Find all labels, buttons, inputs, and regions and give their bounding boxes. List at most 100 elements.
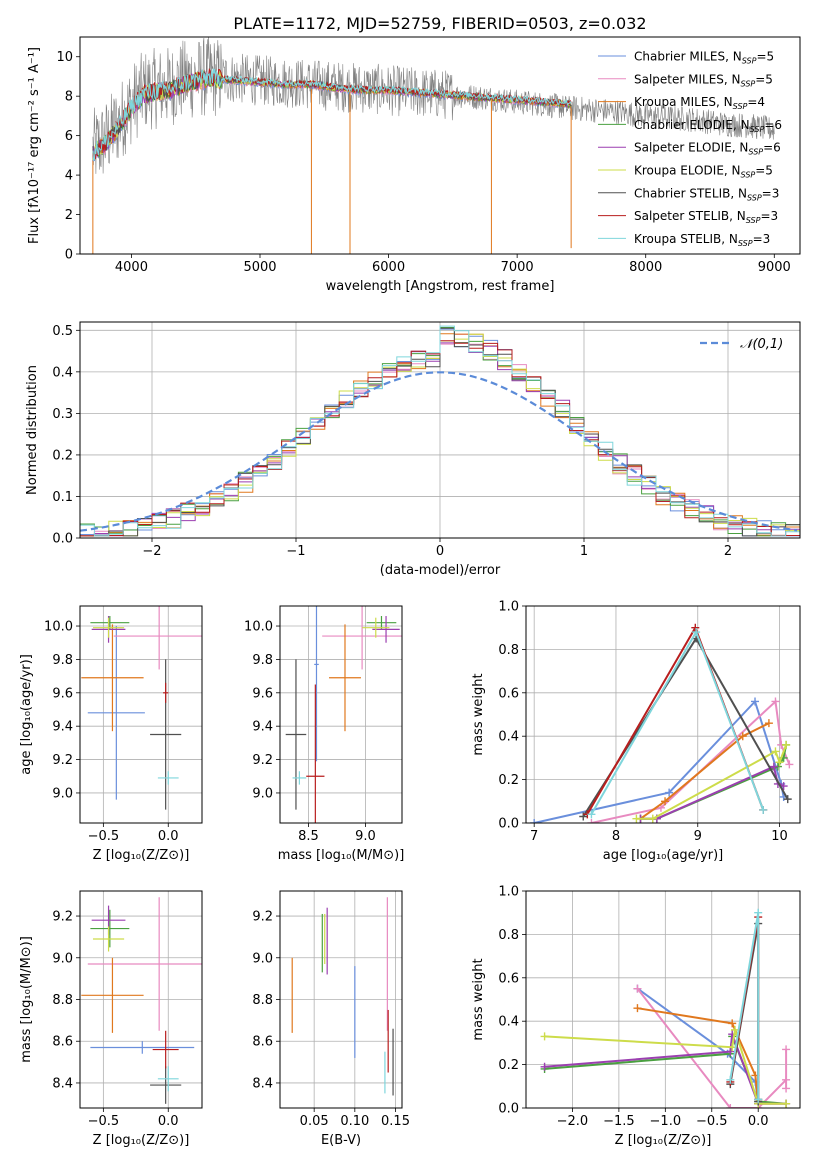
x-tick-label: 0.10 (340, 1114, 369, 1129)
weight-vs-metallicity-axes: −2.0 −1.5 −1.0 −0.5 0.0 0.0 0.2 0.4 0.6 0.8 1.0 Z [… (471, 885, 801, 1148)
x-tick-label: −2 (142, 544, 161, 559)
x-tick-label: 7 (530, 829, 538, 844)
y-tick-label: 9.4 (252, 720, 273, 735)
x-tick-label: −0.5 (88, 1114, 120, 1129)
y-tick-label: 0.8 (498, 643, 519, 658)
weight-line-kroupa-miles (637, 1007, 760, 1104)
y-tick-label: 4 (65, 169, 73, 184)
x-tick-label: 0.0 (158, 1114, 179, 1129)
x-axis-label: E(B-V) (321, 1133, 361, 1148)
y-tick-label: 8.8 (252, 993, 273, 1008)
x-tick-label: 0.15 (381, 1114, 410, 1129)
plot-area (285, 606, 402, 823)
y-tick-label: 9.0 (52, 786, 73, 801)
weight-marker-kroupa-elodie (632, 814, 641, 823)
x-axis-label: Z [log₁₀(Z/Z⊙)] (93, 1133, 190, 1148)
y-tick-label: 0.2 (498, 1058, 519, 1073)
y-tick-label: 0.4 (498, 730, 519, 745)
y-tick-label: 0.3 (52, 407, 73, 422)
data-spectrum (92, 37, 775, 174)
y-axis-label: mass weight (471, 673, 486, 755)
weight-marker-salpeter-stelib (691, 623, 700, 632)
weight-vs-age-axes: 7 8 9 10 0.0 0.2 0.4 0.6 0.8 1.0 age [log₁₀(age/yr… (471, 600, 801, 863)
axes-frame (279, 605, 403, 824)
axes-frame (79, 890, 203, 1109)
x-tick-label: −0.5 (696, 1114, 728, 1129)
weight-line-kroupa-miles (639, 722, 770, 820)
y-tick-label: 8.6 (52, 1035, 73, 1050)
y-tick-label: 8.4 (52, 1076, 73, 1091)
plot-area (80, 325, 800, 537)
x-axis-label: wavelength [Angstrom, rest frame] (326, 279, 555, 294)
spectrum-axes: 4000 5000 6000 7000 8000 9000 0 2 4 6 8 10 wavelengt… (27, 36, 801, 294)
weight-marker-chabrier-miles (751, 697, 760, 706)
legend-label-chabrier-stelib: Chabrier STELIB, NSSP=3 (634, 186, 779, 202)
weight-marker-chabrier-stelib (783, 795, 792, 804)
y-tick-label: 1.0 (498, 885, 519, 900)
mass-vs-extinction-axes: 0.05 0.10 0.15 8.4 8.6 8.8 9.0 9.2 E(B-V) (252, 890, 410, 1148)
residual-histogram-axes: −2 −1 0 1 2 0.0 0.1 0.2 0.3 0.4 0.5 (data-model)/er… (25, 321, 801, 578)
y-tick-label: 9.0 (252, 786, 273, 801)
y-tick-label: 8 (65, 90, 73, 105)
y-tick-label: 9.2 (52, 910, 73, 925)
y-axis-label: age [log₁₀(age/yr)] (19, 654, 34, 775)
y-tick-label: 9.0 (252, 951, 273, 966)
histogram-kroupa-stelib (80, 325, 800, 537)
weight-marker-chabrier-miles (530, 819, 539, 823)
y-tick-label: 0.0 (498, 817, 519, 832)
weight-marker-salpeter-miles (782, 1045, 791, 1054)
plot-area (92, 37, 775, 254)
weight-marker-chabrier-miles (665, 788, 674, 797)
legend-label-kroupa-miles: Kroupa MILES, NSSP=4 (634, 95, 765, 111)
y-axis-label: mass [log₁₀(M/M⊙)] (19, 936, 34, 1063)
x-tick-label: 9 (694, 829, 702, 844)
y-tick-label: 0.5 (52, 324, 73, 339)
weight-marker-kroupa-stelib (754, 1095, 763, 1104)
y-tick-label: 10.0 (244, 620, 273, 635)
weight-marker-kroupa-stelib (759, 805, 768, 814)
weight-marker-kroupa-stelib (587, 810, 596, 819)
y-axis-label: mass weight (471, 958, 486, 1040)
plot-area (540, 908, 791, 1108)
weight-marker-kroupa-elodie (782, 1099, 791, 1108)
normal-curve (80, 371, 798, 532)
legend-label-kroupa-stelib: Kroupa STELIB, NSSP=3 (634, 232, 770, 248)
plot-area (530, 623, 794, 823)
y-tick-label: 0.6 (498, 686, 519, 701)
x-axis-label: mass [log₁₀(M/M⊙)] (278, 848, 405, 863)
x-tick-label: 0.0 (158, 829, 179, 844)
x-axis-label: age [log₁₀(age/yr)] (603, 848, 724, 863)
x-tick-label: −1 (286, 544, 305, 559)
y-tick-label: 10 (56, 50, 73, 65)
y-tick-label: 2 (65, 208, 73, 223)
weight-marker-kroupa-miles (728, 1019, 737, 1028)
y-tick-label: 0.4 (498, 1015, 519, 1030)
y-tick-label: 0.4 (52, 365, 73, 380)
y-tick-label: 0.2 (52, 448, 73, 463)
x-axis-label: Z [log₁₀(Z/Z⊙)] (93, 848, 190, 863)
axes-frame (79, 321, 801, 539)
legend-label-salpeter-miles: Salpeter MILES, NSSP=5 (634, 72, 773, 88)
y-tick-label: 8.4 (252, 1076, 273, 1091)
spectrum-legend: Chabrier MILES, NSSP=5 Salpeter MILES, NS… (598, 50, 782, 248)
x-tick-label: 2 (724, 544, 732, 559)
x-tick-label: −2.0 (557, 1114, 589, 1129)
age-vs-metallicity-axes: −0.5 0.0 9.0 9.2 9.4 9.6 9.8 10.0 Z [log₁₀(Z/Z⊙)… (19, 605, 203, 863)
weight-marker-salpeter-miles (785, 760, 794, 769)
y-tick-label: 9.2 (252, 753, 273, 768)
x-tick-label: 0 (436, 544, 444, 559)
y-tick-label: 0.1 (52, 490, 73, 505)
axes-frame (79, 605, 203, 824)
x-tick-label: 5000 (243, 260, 276, 275)
y-tick-label: 0.6 (498, 971, 519, 986)
x-tick-label: 10 (771, 829, 788, 844)
x-tick-label: 8.5 (298, 829, 319, 844)
x-tick-label: 8 (612, 829, 620, 844)
weight-marker-kroupa-stelib (754, 908, 763, 917)
x-tick-label: 9000 (758, 260, 791, 275)
weight-marker-kroupa-elodie (782, 740, 791, 749)
x-tick-label: 1 (580, 544, 588, 559)
weight-marker-kroupa-elodie (648, 814, 657, 823)
y-tick-label: 9.6 (52, 686, 73, 701)
y-tick-label: 9.2 (52, 753, 73, 768)
